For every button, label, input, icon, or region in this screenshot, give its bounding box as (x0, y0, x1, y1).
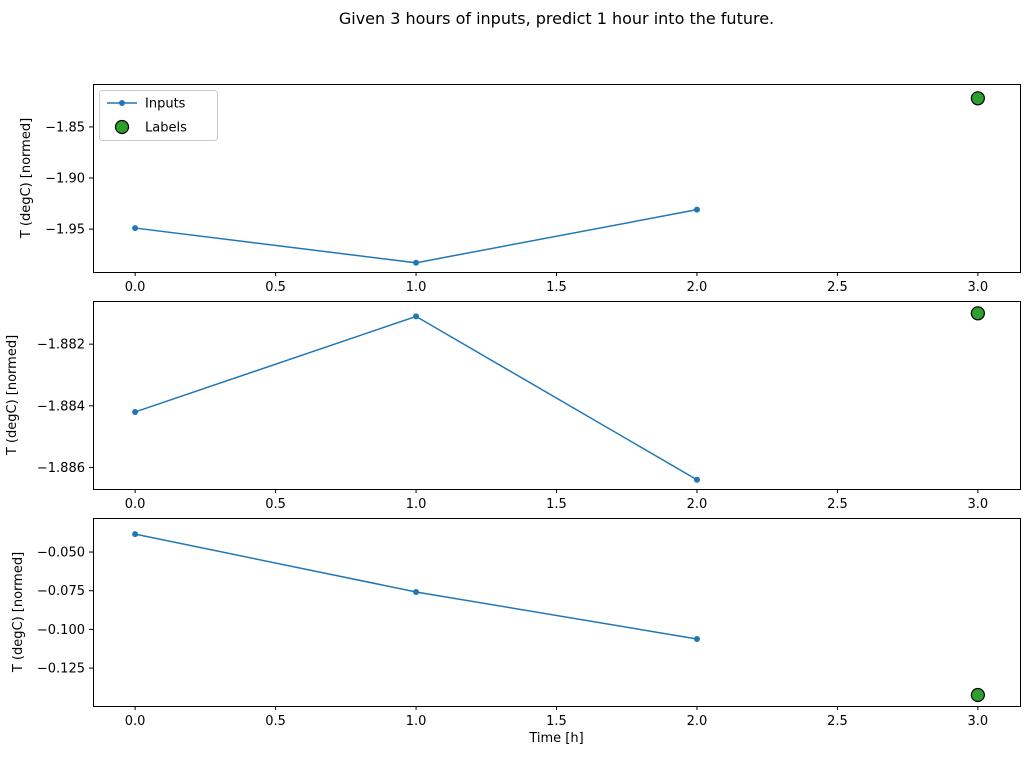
x-tick-label: 2.0 (687, 497, 708, 512)
x-axis-label: Time [h] (528, 731, 583, 746)
inputs-marker (132, 408, 139, 415)
labels-marker (970, 687, 985, 703)
x-tick-label: 1.0 (406, 497, 427, 512)
y-tick-label: −0.050 (37, 546, 85, 561)
y-tick-label: −1.85 (45, 120, 85, 135)
y-tick-label: −0.100 (37, 623, 85, 638)
subplot-1: 0.0 0.5 1.0 1.5 2.0 2.5 3.0 −1.85 −1.90 −1.95 T (d… (19, 84, 1021, 295)
x-tick-label: 0.5 (265, 280, 286, 295)
y-tick-label: −1.884 (37, 399, 85, 414)
legend-labels-marker (114, 119, 130, 135)
y-tick-label: −1.95 (45, 223, 85, 238)
subplot-3: 0.0 0.5 1.0 1.5 2.0 2.5 3.0 −0.050 −0.075 −0.100 −… (11, 518, 1021, 746)
y-axis-label: T (degC) [normed] (5, 335, 20, 456)
legend-inputs-marker (119, 100, 125, 106)
x-tick-label: 1.0 (406, 714, 427, 729)
x-tick-label: 0.0 (125, 497, 146, 512)
x-tick-label: 0.0 (125, 280, 146, 295)
x-tick-label: 1.5 (546, 714, 567, 729)
plot-frame (93, 301, 1021, 490)
labels-marker (970, 306, 985, 321)
x-tick-label: 0.0 (125, 714, 146, 729)
legend-label: Labels (145, 121, 187, 136)
inputs-marker (693, 206, 700, 213)
y-tick-label: −1.882 (37, 338, 85, 353)
inputs-marker (132, 225, 139, 232)
x-tick-label: 1.5 (546, 497, 567, 512)
plot-frame (93, 518, 1021, 707)
subplot-2: 0.0 0.5 1.0 1.5 2.0 2.5 3.0 −1.882 −1.884 −1.886 T… (5, 301, 1021, 512)
inputs-marker (693, 476, 700, 483)
x-tick-label: 3.0 (968, 280, 989, 295)
inputs-marker (413, 259, 420, 266)
x-tick-label: 3.0 (968, 714, 989, 729)
inputs-line (135, 208, 698, 264)
x-tick-label: 3.0 (968, 497, 989, 512)
y-tick-label: −1.886 (37, 461, 85, 476)
x-tick-label: 2.5 (827, 280, 848, 295)
x-tick-label: 1.5 (546, 280, 567, 295)
y-tick-label: −0.075 (37, 584, 85, 599)
x-tick-label: 1.0 (406, 280, 427, 295)
inputs-marker (413, 313, 420, 320)
y-axis-label: T (degC) [normed] (11, 552, 26, 673)
x-tick-label: 2.0 (687, 714, 708, 729)
x-tick-label: 2.0 (687, 280, 708, 295)
x-tick-label: 2.5 (827, 714, 848, 729)
inputs-line (134, 533, 698, 640)
figure-title: Given 3 hours of inputs, predict 1 hour … (338, 9, 775, 28)
legend-label: Inputs (145, 97, 186, 112)
inputs-line (134, 315, 698, 481)
inputs-marker (132, 531, 139, 538)
y-axis-label: T (degC) [normed] (19, 118, 34, 239)
legend: Inputs Labels (99, 90, 218, 141)
x-tick-label: 0.5 (265, 497, 286, 512)
y-tick-label: −0.125 (37, 662, 85, 677)
inputs-marker (693, 636, 700, 643)
labels-marker (970, 91, 985, 106)
y-tick-label: −1.90 (45, 172, 85, 187)
x-tick-label: 0.5 (265, 714, 286, 729)
x-tick-label: 2.5 (827, 497, 848, 512)
inputs-marker (413, 588, 420, 595)
plot-frame (93, 84, 1021, 273)
